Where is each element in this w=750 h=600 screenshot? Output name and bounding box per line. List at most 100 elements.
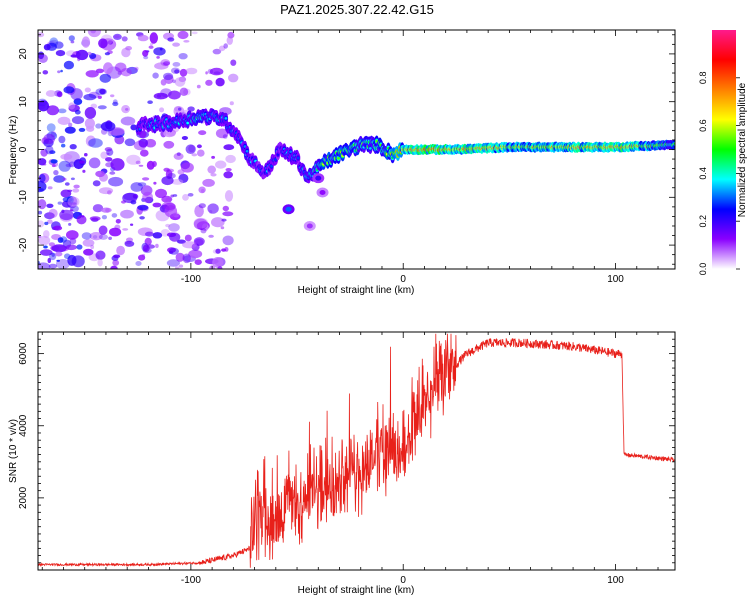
noise-blob <box>126 237 133 242</box>
noise-blob <box>65 244 78 251</box>
spectrogram-ridge <box>135 108 675 231</box>
noise-blob <box>182 194 189 201</box>
noise-blob <box>178 53 188 60</box>
snr-panel: -100 0 100 2000 4000 6000 Height of straight… <box>8 331 676 596</box>
colorbar-tick-label: 0.6 <box>698 119 708 132</box>
noise-blob <box>188 249 203 259</box>
noise-blob <box>64 182 70 186</box>
noise-blob <box>58 135 66 144</box>
noise-blob <box>151 161 157 167</box>
noise-blob <box>160 79 167 86</box>
y-tick-label: 0 <box>18 146 29 152</box>
noise-blob <box>59 209 74 221</box>
x-tick-label: -100 <box>181 575 201 586</box>
noise-blob <box>175 266 180 269</box>
snr-y-axis: 2000 4000 6000 <box>18 331 675 571</box>
noise-blob <box>179 68 188 77</box>
noise-blob <box>100 151 108 159</box>
noise-blob <box>168 90 181 100</box>
noise-blob <box>225 168 232 172</box>
ridge-blob <box>315 175 322 181</box>
noise-blob <box>92 180 101 187</box>
noise-blob <box>48 263 58 269</box>
noise-blob <box>173 152 184 160</box>
noise-blob <box>187 106 195 112</box>
noise-blob <box>46 203 54 208</box>
noise-blob <box>44 221 49 226</box>
noise-blob <box>87 51 92 56</box>
noise-blob <box>44 212 55 220</box>
noise-blob <box>134 66 139 71</box>
noise-blob <box>47 219 53 224</box>
noise-blob <box>191 153 198 157</box>
noise-blob <box>113 254 121 259</box>
ridge-core <box>186 121 190 125</box>
noise-blob <box>135 261 142 266</box>
noise-blob <box>177 169 185 175</box>
noise-blob <box>160 88 172 98</box>
ridge-core <box>337 157 340 160</box>
noise-blob <box>55 251 63 257</box>
noise-blob <box>71 116 85 125</box>
noise-blob <box>205 71 208 75</box>
noise-blob <box>198 203 206 209</box>
noise-blob <box>38 235 42 239</box>
noise-blob <box>109 227 122 237</box>
noise-blob <box>69 144 77 150</box>
noise-blob <box>139 216 145 220</box>
noise-blob <box>170 194 174 198</box>
noise-blob <box>46 123 56 132</box>
noise-blob <box>38 210 43 215</box>
noise-blob <box>68 102 76 110</box>
noise-blob <box>51 244 67 253</box>
noise-blob <box>100 207 112 213</box>
noise-blob <box>178 264 184 268</box>
noise-blob <box>63 86 75 94</box>
noise-blob <box>133 140 147 151</box>
noise-blob <box>43 230 50 239</box>
ridge-core <box>296 156 300 160</box>
noise-blob <box>212 257 224 268</box>
noise-blob <box>85 70 99 78</box>
noise-blob <box>198 130 207 136</box>
noise-blob <box>121 105 130 114</box>
noise-blob <box>92 204 104 213</box>
spectrogram-y-axis: -20 -10 0 10 20 <box>18 34 675 265</box>
noise-blob <box>159 107 165 113</box>
noise-blob <box>43 133 55 145</box>
noise-blob <box>207 203 219 214</box>
noise-blob <box>82 169 86 173</box>
noise-blob <box>137 182 147 187</box>
x-tick-label: 100 <box>607 274 624 285</box>
noise-blob <box>174 106 182 112</box>
colorbar: 0.0 0.2 0.4 0.6 0.8 Normalized spectral ampl… <box>698 30 748 275</box>
noise-blob <box>182 241 197 249</box>
x-tick-label: -100 <box>181 274 201 285</box>
noise-blob <box>180 162 194 173</box>
noise-blob <box>84 118 95 129</box>
noise-blob <box>145 231 154 237</box>
noise-blob <box>95 123 102 129</box>
ridge-core <box>224 117 228 120</box>
noise-blob <box>84 107 97 119</box>
ridge-blob <box>306 223 313 229</box>
noise-blob <box>56 259 60 262</box>
noise-blob <box>87 30 101 38</box>
colorbar-tick-label: 0.0 <box>698 263 708 276</box>
noise-blob <box>135 160 141 165</box>
noise-blob <box>156 56 160 59</box>
noise-blob <box>178 173 189 183</box>
noise-blob <box>103 62 113 75</box>
noise-blob <box>72 188 80 193</box>
noise-blob <box>130 124 137 131</box>
noise-blob <box>68 222 72 226</box>
noise-blob <box>45 90 57 97</box>
noise-blob <box>48 208 58 218</box>
noise-blob <box>210 173 217 177</box>
noise-blob <box>97 95 102 100</box>
noise-blob <box>130 223 134 226</box>
noise-blob <box>211 155 216 159</box>
noise-blob <box>81 215 85 218</box>
noise-blob <box>130 200 137 205</box>
